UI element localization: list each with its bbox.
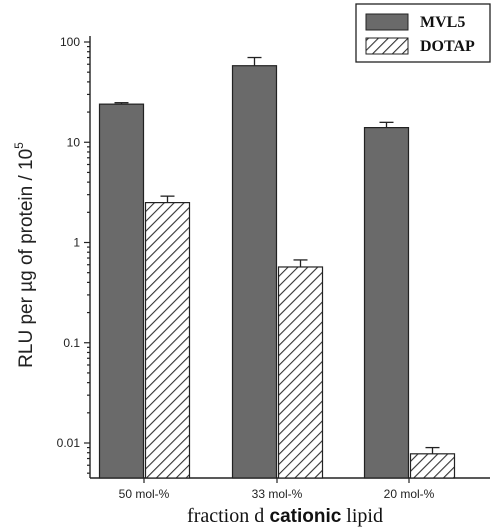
- bar-dotap-2: [277, 266, 324, 479]
- y-tick-label: 100: [60, 35, 80, 49]
- bar-mvl5-1: [98, 103, 145, 479]
- x-tick-label: 20 mol-%: [384, 487, 435, 501]
- y-tick-label: 10: [67, 135, 81, 149]
- x-axis-title: fraction d cationic lipid: [187, 505, 383, 527]
- x-tick-label: 33 mol-%: [252, 487, 303, 501]
- bar-dotap-3: [409, 453, 456, 479]
- y-tick-label: 0.1: [63, 336, 80, 350]
- y-tick-label: 0.01: [57, 436, 81, 450]
- legend: MVL5 DOTAP: [355, 3, 491, 63]
- legend-swatch-dotap: [365, 37, 409, 55]
- bar-dotap-1: [144, 202, 191, 479]
- y-axis-title-superscript: 5: [12, 142, 26, 149]
- x-tick-label: 50 mol-%: [119, 487, 170, 501]
- legend-label-dotap: DOTAP: [420, 38, 475, 55]
- legend-swatch-mvl5: [365, 13, 409, 31]
- plot-area: 100 10 1 0.1 0.01 50 mol-% 33 mol-% 20 mol-%: [57, 35, 490, 501]
- y-tick-label: 1: [73, 236, 80, 250]
- bar-mvl5-2: [231, 65, 278, 479]
- y-axis-title: RLU per µg of protein / 105: [12, 142, 37, 368]
- legend-label-mvl5: MVL5: [420, 14, 465, 31]
- bar-mvl5-3: [363, 127, 410, 479]
